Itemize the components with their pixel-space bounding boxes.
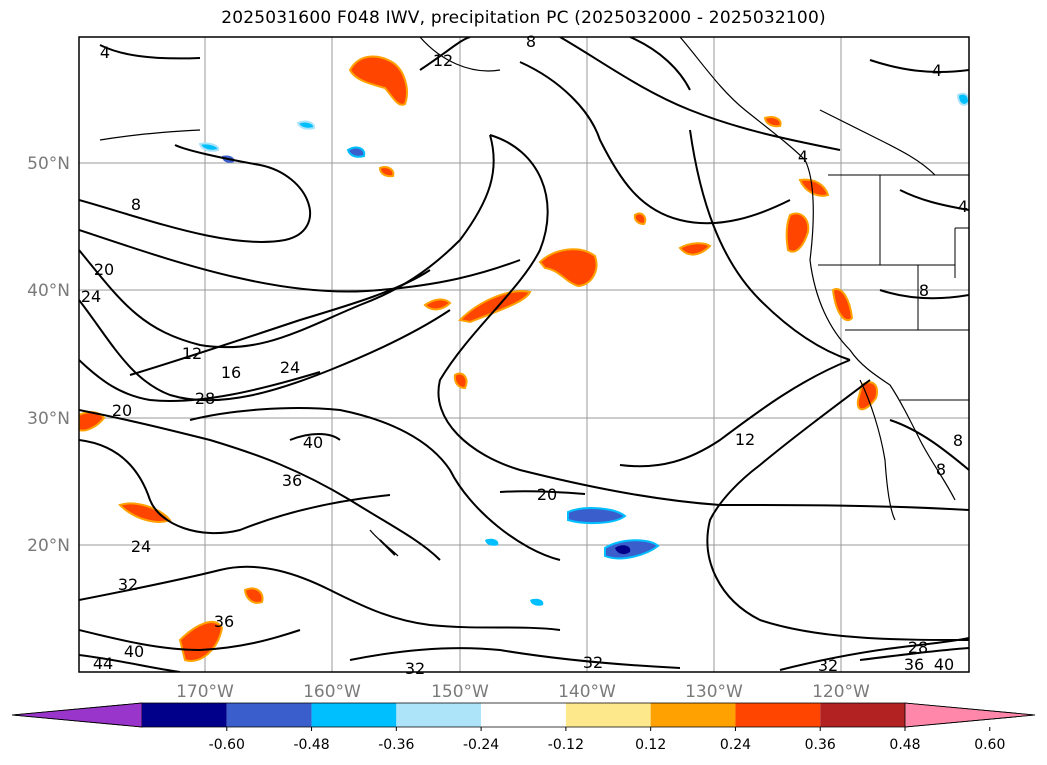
- contour-label: 4: [958, 197, 968, 216]
- contour-label: 12: [735, 430, 755, 449]
- contour-label: 4: [932, 61, 942, 80]
- contour-label: 4: [798, 147, 808, 166]
- contour-label: 20: [112, 401, 132, 420]
- contour-label: 32: [818, 656, 838, 675]
- lon-label: 130°W: [685, 682, 743, 702]
- colorbar-tick-label: -0.60: [209, 737, 245, 753]
- colorbar-tick-label: 0.24: [720, 737, 751, 753]
- colorbar-segment: [481, 703, 566, 727]
- colorbar-tick-label: -0.12: [548, 737, 584, 753]
- map-area: [79, 37, 969, 672]
- contour-label: 24: [131, 537, 151, 556]
- lat-label: 20°N: [27, 536, 70, 556]
- colorbar-segment: [142, 703, 227, 727]
- contour-label: 8: [526, 32, 536, 51]
- contour-label: 40: [934, 655, 954, 674]
- state-borders: [818, 174, 969, 401]
- contour-label: 36: [214, 612, 234, 631]
- contour-label: 12: [182, 344, 202, 363]
- contour-label: 24: [81, 287, 101, 306]
- lat-label: 50°N: [27, 154, 70, 174]
- contour-label: 12: [433, 51, 453, 70]
- contour-label: 20: [94, 260, 114, 279]
- colorbar-segment: [226, 703, 312, 727]
- colorbar-tick-label: -0.36: [378, 737, 414, 753]
- colorbar-segment: [565, 703, 651, 727]
- colorbar-tick-label: 0.48: [889, 737, 920, 753]
- lon-label: 150°W: [431, 682, 489, 702]
- lon-label: 170°W: [176, 682, 234, 702]
- gridlines: [79, 37, 969, 672]
- colorbar-tick-label: -0.48: [293, 737, 329, 753]
- lon-label: 160°W: [303, 682, 361, 702]
- iwv-contours: [79, 37, 969, 672]
- contour-label: 4: [100, 43, 110, 62]
- colorbar-tick-label: -0.24: [463, 737, 499, 753]
- colorbar-segment: [396, 703, 482, 727]
- colorbar: [11, 702, 1036, 728]
- colorbar-outline: [11, 702, 1036, 728]
- colorbar-extend-high: [904, 702, 1036, 728]
- contour-label: 28: [908, 638, 928, 657]
- contour-label: 32: [405, 659, 425, 678]
- contour-label: 32: [118, 575, 138, 594]
- contour-label: 36: [904, 655, 924, 674]
- colorbar-tick-label: 0.12: [635, 737, 666, 753]
- contour-label: 44: [93, 654, 113, 673]
- coastlines: [99, 37, 956, 557]
- colorbar-segment: [650, 703, 736, 727]
- contour-label: 8: [936, 460, 946, 479]
- lon-label: 120°W: [812, 682, 870, 702]
- precip-negative: [198, 92, 969, 606]
- colorbar-segment: [735, 703, 821, 727]
- colorbar-extend-low: [11, 702, 143, 728]
- colorbar-segment: [311, 703, 397, 727]
- colorbar-ticks: -0.60 -0.48 -0.36 -0.24 -0.12 0.12 0.24 0.36 0.4…: [209, 727, 1005, 753]
- lat-label: 40°N: [27, 281, 70, 301]
- map-title: 2025031600 F048 IWV, precipitation PC (2…: [221, 8, 826, 28]
- contour-label: 28: [195, 389, 215, 408]
- contour-label: 32: [583, 653, 603, 672]
- colorbar-tick-label: 0.60: [974, 737, 1005, 753]
- contour-label: 8: [953, 431, 963, 450]
- contour-label: 8: [919, 281, 929, 300]
- contour-label: 20: [537, 485, 557, 504]
- contour-label: 40: [124, 642, 144, 661]
- contour-labels: 4 8 12 4 4 8 4 20 24 12 16 24 28 20 40 3…: [81, 32, 968, 678]
- contour-label: 36: [282, 471, 302, 490]
- contour-label: 24: [280, 358, 300, 377]
- contour-label: 40: [303, 433, 323, 452]
- precip-positive: [79, 55, 878, 662]
- map-frame: [78, 36, 970, 673]
- contour-label: 16: [221, 363, 241, 382]
- contour-label: 8: [131, 195, 141, 214]
- lon-label: 140°W: [558, 682, 616, 702]
- lat-label: 30°N: [27, 409, 70, 429]
- colorbar-segment: [820, 703, 905, 727]
- colorbar-tick-label: 0.36: [805, 737, 836, 753]
